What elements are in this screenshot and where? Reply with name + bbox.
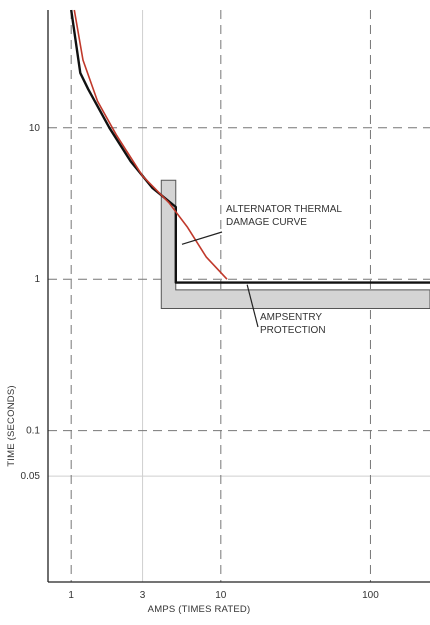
axes	[47, 10, 430, 583]
x-tick-label: 3	[140, 590, 146, 601]
ampsentry-leader-line	[246, 284, 259, 328]
protection-band	[160, 179, 430, 310]
tick-labels: 1 3 10 100 10 1 0.1 0.05	[21, 123, 380, 601]
curves	[70, 9, 430, 284]
thermal-damage-annotation: ALTERNATOR THERMAL	[226, 204, 342, 215]
x-tick-label: 10	[215, 590, 227, 601]
y-tick-label: 10	[29, 123, 41, 134]
x-tick-label: 100	[362, 590, 379, 601]
y-tick-label: 1	[34, 274, 40, 285]
thermal-damage-leader-line	[181, 231, 223, 245]
x-tick-label: 1	[68, 590, 74, 601]
ampsentry-annotation: PROTECTION	[260, 325, 326, 336]
y-tick-label: 0.05	[21, 471, 41, 482]
protection-band-area	[160, 179, 430, 310]
y-axis-title: TIME (SECONDS)	[6, 385, 17, 466]
thermal-damage-curve	[73, 9, 228, 280]
ampsentry-annotation: AMPSENTRY	[260, 312, 322, 323]
x-axis-title: AMPS (TIMES RATED)	[148, 604, 251, 615]
ampsentry-protection-curve	[70, 9, 430, 284]
annotations: ALTERNATOR THERMAL DAMAGE CURVE AMPSENTRY P…	[181, 204, 342, 336]
y-tick-label: 0.1	[26, 426, 40, 437]
thermal-damage-annotation: DAMAGE CURVE	[226, 217, 307, 228]
